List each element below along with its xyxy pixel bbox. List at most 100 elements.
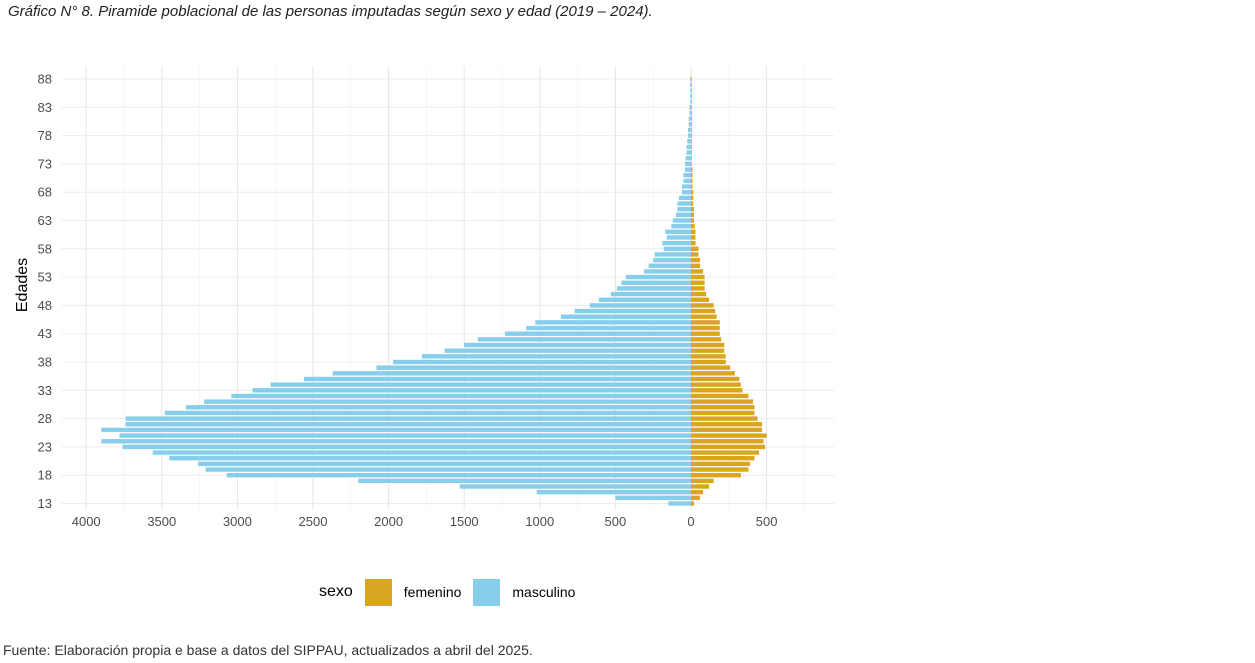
y-tick-53: 53 <box>38 270 52 285</box>
bar-femenino-46 <box>691 314 717 319</box>
bar-masculino-41 <box>464 342 691 348</box>
bar-femenino-43 <box>691 331 720 336</box>
bar-femenino-78 <box>691 133 692 138</box>
bar-femenino-30 <box>691 405 755 410</box>
bar-masculino-67 <box>678 195 691 201</box>
bar-femenino-16 <box>691 484 710 489</box>
y-tick-78: 78 <box>38 128 52 143</box>
bar-masculino-43 <box>505 331 691 336</box>
bar-masculino-18 <box>226 473 692 478</box>
bar-masculino-15 <box>536 489 691 495</box>
bars <box>101 76 767 506</box>
bar-femenino-38 <box>691 359 726 365</box>
bar-femenino-42 <box>691 337 722 342</box>
bar-femenino-26 <box>691 427 763 433</box>
bar-femenino-25 <box>691 433 767 438</box>
bar-femenino-19 <box>691 467 749 472</box>
x-tick-2: 3000 <box>223 514 252 529</box>
bar-masculino-82 <box>689 110 691 116</box>
y-tick-18: 18 <box>38 468 52 483</box>
bar-femenino-84 <box>691 99 692 104</box>
bar-femenino-80 <box>691 122 692 127</box>
legend-title: sexo <box>319 583 353 600</box>
x-tick-7: 500 <box>605 514 627 529</box>
legend-label-femenino: femenino <box>403 584 462 600</box>
bar-femenino-56 <box>691 257 701 263</box>
bar-masculino-20 <box>198 461 691 467</box>
bar-femenino-75 <box>691 150 692 155</box>
bar-femenino-74 <box>691 156 692 161</box>
bar-femenino-68 <box>691 190 694 195</box>
bar-femenino-14 <box>691 495 701 501</box>
bar-femenino-35 <box>691 376 740 382</box>
chart-title: Gráfico N° 8. Piramide poblacional de la… <box>8 3 653 20</box>
bar-masculino-57 <box>654 252 691 257</box>
y-tick-23: 23 <box>38 439 52 454</box>
bar-femenino-62 <box>691 223 695 229</box>
bar-masculino-24 <box>101 439 691 444</box>
bar-femenino-60 <box>691 235 696 240</box>
bar-masculino-59 <box>662 240 691 246</box>
bar-masculino-73 <box>684 161 691 167</box>
bar-masculino-83 <box>689 105 691 110</box>
bar-femenino-88 <box>691 76 692 82</box>
bar-femenino-71 <box>691 173 693 178</box>
bar-femenino-85 <box>691 93 692 99</box>
bar-femenino-86 <box>691 88 692 93</box>
bar-femenino-66 <box>691 201 694 206</box>
bar-masculino-72 <box>684 167 691 172</box>
y-axis-label: Edades <box>14 258 31 312</box>
bar-masculino-23 <box>122 444 692 450</box>
bar-masculino-74 <box>685 156 691 161</box>
bar-masculino-27 <box>125 422 691 427</box>
bar-femenino-51 <box>691 286 705 291</box>
bar-femenino-53 <box>691 274 705 280</box>
bar-masculino-52 <box>621 280 691 285</box>
bar-masculino-39 <box>421 354 691 359</box>
bar-masculino-35 <box>303 376 691 382</box>
y-tick-28: 28 <box>38 411 52 426</box>
x-tick-labels: 4000 3500 3000 2500 2000 1500 1000 500 0 500 <box>72 514 778 529</box>
y-tick-13: 13 <box>38 496 52 511</box>
legend-label-masculino: masculino <box>512 584 576 600</box>
bar-masculino-71 <box>683 173 691 178</box>
bar-masculino-60 <box>666 235 691 240</box>
bar-masculino-32 <box>231 393 692 399</box>
bar-masculino-33 <box>252 388 691 393</box>
bar-masculino-26 <box>101 427 691 433</box>
bar-femenino-61 <box>691 229 696 235</box>
bar-masculino-76 <box>686 144 691 150</box>
x-tick-1: 3500 <box>147 514 176 529</box>
bar-masculino-79 <box>687 127 691 133</box>
bar-masculino-56 <box>653 257 691 263</box>
bar-femenino-72 <box>691 167 693 172</box>
bar-masculino-65 <box>677 206 691 212</box>
bar-femenino-39 <box>691 354 726 359</box>
bar-masculino-63 <box>672 218 691 223</box>
bar-masculino-42 <box>477 337 691 342</box>
bar-masculino-34 <box>270 382 691 387</box>
bar-femenino-41 <box>691 342 725 348</box>
bar-femenino-36 <box>691 371 735 376</box>
bar-femenino-48 <box>691 303 714 308</box>
y-tick-73: 73 <box>38 156 52 171</box>
bar-femenino-63 <box>691 218 695 223</box>
bar-masculino-17 <box>358 478 691 484</box>
bar-femenino-28 <box>691 416 758 421</box>
bar-femenino-44 <box>691 325 720 331</box>
bar-masculino-28 <box>125 416 691 421</box>
y-tick-33: 33 <box>38 383 52 398</box>
bar-femenino-50 <box>691 291 707 297</box>
x-tick-9: 500 <box>756 514 778 529</box>
bar-femenino-83 <box>691 105 692 110</box>
bar-masculino-84 <box>690 99 691 104</box>
bar-femenino-70 <box>691 178 693 184</box>
bar-femenino-67 <box>691 195 694 201</box>
bar-masculino-68 <box>681 190 691 195</box>
y-tick-63: 63 <box>38 213 52 228</box>
bar-masculino-55 <box>648 263 691 268</box>
bar-femenino-87 <box>691 82 692 87</box>
bar-femenino-27 <box>691 422 763 427</box>
bar-masculino-61 <box>665 229 691 235</box>
